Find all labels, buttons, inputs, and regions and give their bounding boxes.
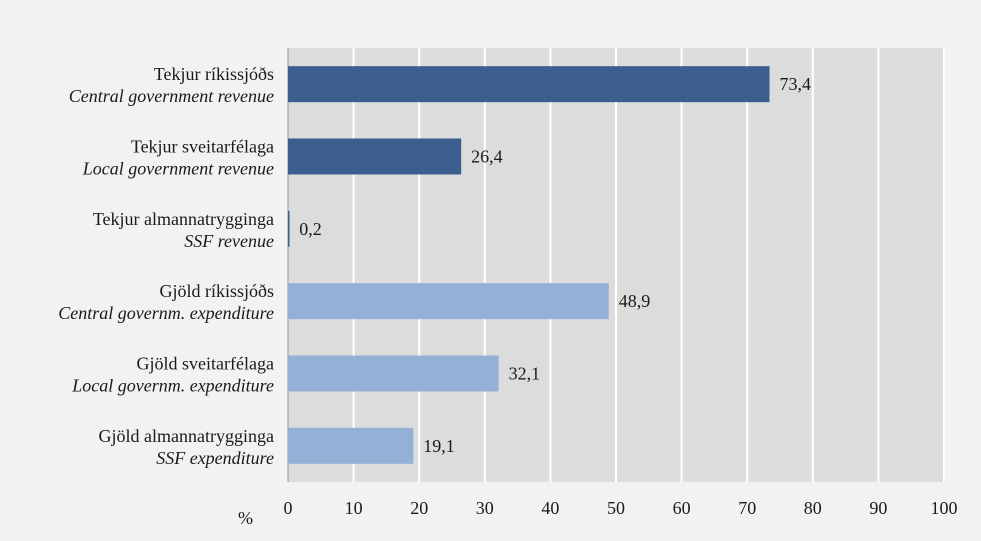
bars [288,66,770,464]
category-label-english: Local government revenue [82,159,274,179]
value-label: 26,4 [471,147,503,167]
category-label: Tekjur almannatrygginga [93,209,274,229]
x-tick-label: 90 [869,498,887,518]
category-label: Tekjur sveitarfélaga [131,137,274,157]
bar [288,138,462,175]
value-label: 73,4 [780,74,812,94]
grid-lines [287,48,945,482]
x-tick-label: 100 [931,498,958,518]
x-tick-label: 30 [476,498,494,518]
x-tick-label: 20 [410,498,428,518]
category-label: Tekjur ríkissjóðs [154,64,274,84]
bar [288,355,499,392]
value-label: 0,2 [299,219,322,239]
bar [288,427,414,464]
category-label-english: SSF expenditure [156,448,274,468]
value-label: 32,1 [509,364,541,384]
x-tick-label: 70 [738,498,756,518]
bar [288,210,290,247]
category-label: Gjöld ríkissjóðs [159,281,274,301]
category-label: Gjöld sveitarfélaga [137,354,274,374]
x-tick-label: 40 [541,498,559,518]
value-label: 48,9 [619,291,651,311]
x-tick-labels: 0 10 20 30 40 50 60 70 80 90 100 [284,498,958,518]
category-label-english: SSF revenue [184,231,274,251]
bar [288,283,609,320]
x-tick-label: 0 [284,498,293,518]
category-label: Gjöld almannatrygginga [99,426,274,446]
x-tick-label: 60 [673,498,691,518]
x-tick-label: 50 [607,498,625,518]
value-labels: 73,4 26,4 0,2 48,9 32,1 19,1 [299,74,811,456]
x-tick-label: 10 [345,498,363,518]
x-tick-label: 80 [804,498,822,518]
category-label-english: Central governm. expenditure [58,303,274,323]
value-label: 19,1 [423,436,455,456]
category-label-english: Central government revenue [69,86,274,106]
x-axis-unit-label: % [238,508,253,528]
category-label-english: Local governm. expenditure [71,376,274,396]
bar [288,66,770,103]
